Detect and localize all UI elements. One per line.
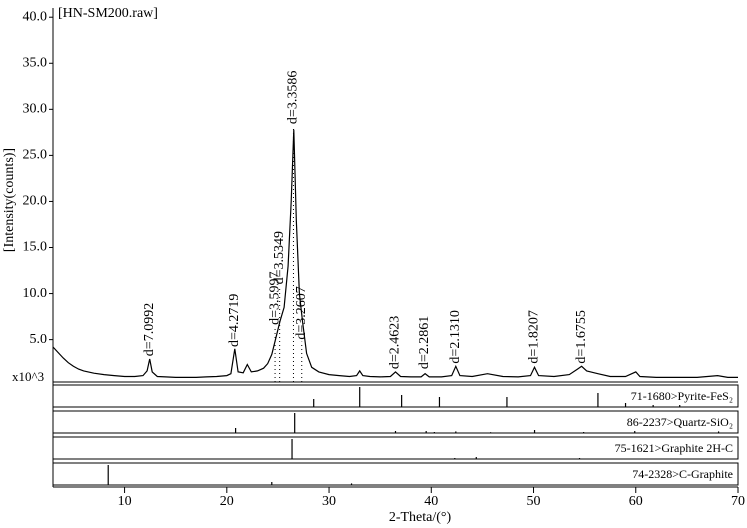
y-unit: x10^3 (12, 369, 44, 384)
y-tick-label: 40.0 (23, 9, 48, 24)
reference-label: 74-2328>C-Graphite (632, 467, 733, 481)
peak-label: d=2.1310 (448, 310, 463, 363)
reference-label: 71-1680>Pyrite-FeS₂ (631, 389, 733, 403)
y-tick-label: 20.0 (23, 194, 48, 209)
x-tick-label: 50 (527, 494, 541, 509)
x-tick-label: 20 (220, 494, 234, 509)
y-tick-label: 5.0 (30, 332, 48, 347)
reference-label: 75-1621>Graphite 2H-C (615, 441, 733, 455)
reference-label: 86-2237>Quartz-SiO₂ (627, 415, 733, 429)
pattern-line (52, 129, 738, 378)
reference-panel (52, 436, 739, 460)
x-tick-label: 10 (118, 494, 132, 509)
x-tick-label: 30 (322, 494, 336, 509)
peak-label: d=4.2719 (227, 294, 242, 347)
peak-label: d=1.8207 (527, 310, 542, 363)
y-tick-label: 10.0 (23, 286, 48, 301)
x-tick-label: 60 (629, 494, 643, 509)
peak-label: d=7.0992 (142, 303, 157, 356)
reference-panel (52, 462, 739, 486)
y-axis-label: [Intensity(counts)] (2, 148, 17, 252)
y-tick-label: 30.0 (23, 102, 48, 117)
y-tick-label: 15.0 (23, 240, 48, 255)
peak-label: d=2.2861 (417, 316, 432, 369)
y-tick-label: 25.0 (23, 148, 48, 163)
peak-label: d=1.6755 (574, 310, 589, 363)
chart-title: [HN-SM200.raw] (58, 6, 158, 21)
x-tick-label: 40 (424, 494, 438, 509)
y-tick-label: 35.0 (23, 55, 48, 70)
peak-label: d=2.4623 (387, 316, 402, 369)
peak-label: d=3.3586 (286, 71, 301, 124)
reference-panel (52, 384, 739, 408)
x-axis-label: 2-Theta/(°) (389, 510, 452, 525)
peak-label: d=3.2607 (294, 286, 309, 339)
peak-label: d=3.5349 (272, 231, 287, 284)
x-tick-label: 70 (731, 494, 745, 509)
peak-label: d=3.5997 (267, 271, 282, 324)
